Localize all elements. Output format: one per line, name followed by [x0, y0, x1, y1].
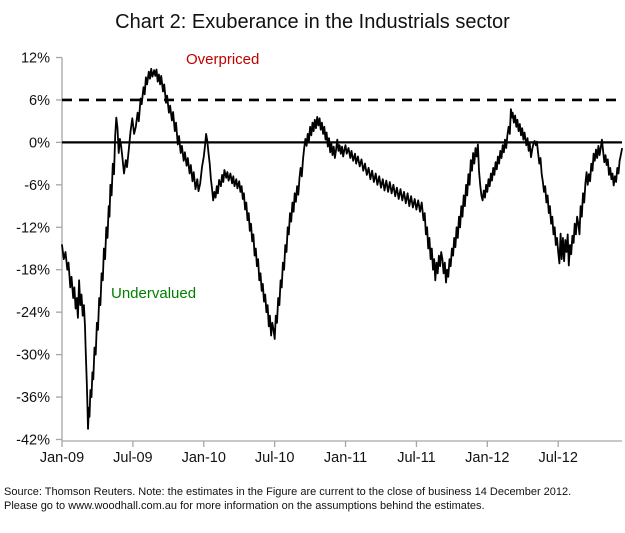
source-note: Source: Thomson Reuters. Note: the estim… — [4, 485, 622, 513]
x-tick-label: Jan-12 — [465, 450, 509, 466]
y-tick-label: -12% — [16, 220, 50, 236]
y-tick-label: -42% — [16, 433, 50, 449]
overpriced-annotation: Overpriced — [186, 51, 260, 68]
x-tick-label: Jan-10 — [182, 450, 226, 466]
chart-title: Chart 2: Exuberance in the Industrials s… — [115, 11, 510, 33]
x-tick-label: Jan-11 — [324, 450, 367, 466]
y-tick-label: -36% — [16, 390, 50, 406]
y-tick-label: 6% — [29, 93, 50, 109]
x-tick-label: Jul-10 — [255, 450, 295, 466]
source-note-line2: Please go to www.woodhall.com.au for mor… — [4, 500, 485, 512]
x-tick-label: Jan-09 — [40, 450, 84, 466]
x-tick-label: Jul-11 — [397, 450, 435, 466]
y-tick-label: -6% — [24, 178, 50, 194]
source-note-line1: Source: Thomson Reuters. Note: the estim… — [4, 486, 572, 498]
series-line — [61, 67, 623, 430]
y-tick-label: -30% — [16, 348, 50, 364]
y-tick-label: 0% — [29, 135, 50, 151]
x-tick-label: Jul-09 — [113, 450, 153, 466]
y-tick-label: -24% — [16, 305, 50, 321]
x-tick-label: Jul-12 — [538, 450, 578, 466]
undervalued-annotation: Undervalued — [111, 285, 197, 302]
y-tick-label: 12% — [21, 51, 50, 67]
y-tick-label: -18% — [16, 263, 50, 279]
